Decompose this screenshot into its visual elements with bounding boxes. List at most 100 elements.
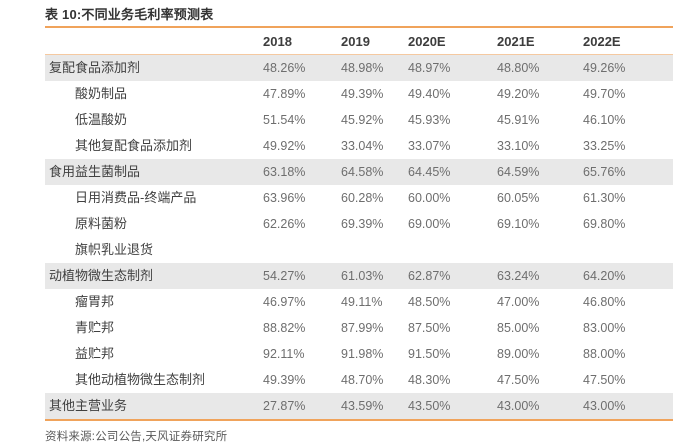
table-row: 瘤胃邦 46.97% 49.11% 48.50% 47.00% 46.80% <box>45 289 673 315</box>
row-label: 低温酸奶 <box>75 112 128 127</box>
source-note: 资料来源:公司公告,天风证券研究所 <box>45 431 228 443</box>
row-value: 69.00% <box>408 217 451 231</box>
row-value: 48.70% <box>341 373 384 387</box>
row-value: 60.28% <box>341 191 384 205</box>
row-value: 33.10% <box>497 139 540 153</box>
table-row: 其他动植物微生态制剂 49.39% 48.70% 48.30% 47.50% 47.50% <box>45 367 673 393</box>
table-row: 其他主营业务 27.87% 43.59% 43.50% 43.00% 43.00% <box>45 393 673 419</box>
row-value: 51.54% <box>263 113 306 127</box>
row-value: 54.27% <box>263 269 306 283</box>
row-value: 63.18% <box>263 165 306 179</box>
row-value: 65.76% <box>583 165 626 179</box>
table-row: 复配食品添加剂 48.26% 48.98% 48.97% 48.80% 49.26% <box>45 55 673 81</box>
row-label: 旗帜乳业退货 <box>75 242 154 257</box>
row-value: 91.50% <box>408 347 451 361</box>
row-value: 33.07% <box>408 139 451 153</box>
row-value: 43.50% <box>408 399 451 413</box>
row-value: 48.98% <box>341 61 384 75</box>
row-label: 青贮邦 <box>75 320 115 335</box>
row-value: 62.26% <box>263 217 306 231</box>
row-value: 69.39% <box>341 217 384 231</box>
row-value: 49.92% <box>263 139 306 153</box>
row-label: 食用益生菌制品 <box>49 164 141 179</box>
column-header: 2020E <box>408 34 446 49</box>
table-row: 旗帜乳业退货 <box>45 237 673 263</box>
row-value: 87.99% <box>341 321 384 335</box>
row-value: 61.03% <box>341 269 384 283</box>
row-value: 61.30% <box>583 191 626 205</box>
row-value: 33.25% <box>583 139 626 153</box>
row-value: 43.00% <box>583 399 626 413</box>
row-label: 动植物微生态制剂 <box>49 268 154 283</box>
column-header: 2022E <box>583 34 621 49</box>
row-value: 87.50% <box>408 321 451 335</box>
row-value: 33.04% <box>341 139 384 153</box>
row-value: 85.00% <box>497 321 540 335</box>
row-value: 62.87% <box>408 269 451 283</box>
row-value <box>263 237 341 263</box>
row-value: 48.26% <box>263 61 306 75</box>
row-value: 49.40% <box>408 87 451 101</box>
row-value <box>408 237 497 263</box>
row-value: 83.00% <box>583 321 626 335</box>
row-label: 日用消费品-终端产品 <box>75 190 197 205</box>
row-label: 瘤胃邦 <box>75 294 115 309</box>
row-value: 49.39% <box>341 87 384 101</box>
row-value: 47.50% <box>583 373 626 387</box>
row-value: 45.93% <box>408 113 451 127</box>
column-header: 2021E <box>497 34 535 49</box>
row-value: 60.00% <box>408 191 451 205</box>
table-title: 表 10:不同业务毛利率预测表 <box>45 0 673 28</box>
row-value: 64.45% <box>408 165 451 179</box>
row-value: 88.00% <box>583 347 626 361</box>
row-value: 49.70% <box>583 87 626 101</box>
table-row: 动植物微生态制剂 54.27% 61.03% 62.87% 63.24% 64.20% <box>45 263 673 289</box>
row-value: 47.00% <box>497 295 540 309</box>
row-value: 48.80% <box>497 61 540 75</box>
row-value: 45.91% <box>497 113 540 127</box>
table-row: 食用益生菌制品 63.18% 64.58% 64.45% 64.59% 65.76% <box>45 159 673 185</box>
row-value: 91.98% <box>341 347 384 361</box>
row-value: 46.10% <box>583 113 626 127</box>
table-row: 酸奶制品 47.89% 49.39% 49.40% 49.20% 49.70% <box>45 81 673 107</box>
table-header-row: 2018 2019 2020E 2021E 2022E <box>45 28 673 55</box>
row-value: 43.00% <box>497 399 540 413</box>
row-value: 47.50% <box>497 373 540 387</box>
row-label: 益贮邦 <box>75 346 115 361</box>
row-label: 酸奶制品 <box>75 86 128 101</box>
row-value: 48.97% <box>408 61 451 75</box>
row-label: 复配食品添加剂 <box>49 60 141 75</box>
row-value: 48.30% <box>408 373 451 387</box>
row-value: 49.39% <box>263 373 306 387</box>
report-table-section: 表 10:不同业务毛利率预测表 2018 2019 2020E 2021E 2022E … <box>45 0 673 444</box>
row-value: 47.89% <box>263 87 306 101</box>
table-row: 其他复配食品添加剂 49.92% 33.04% 33.07% 33.10% 33.25% <box>45 133 673 159</box>
row-value: 49.11% <box>341 295 383 309</box>
table-row: 日用消费品-终端产品 63.96% 60.28% 60.00% 60.05% 61.30% <box>45 185 673 211</box>
row-value: 46.97% <box>263 295 306 309</box>
row-value: 69.80% <box>583 217 626 231</box>
row-value: 64.20% <box>583 269 626 283</box>
row-value <box>497 237 583 263</box>
row-value: 46.80% <box>583 295 626 309</box>
row-value: 63.96% <box>263 191 306 205</box>
column-header-spacer <box>45 28 263 54</box>
row-label: 其他动植物微生态制剂 <box>75 372 206 387</box>
table-row: 原料菌粉 62.26% 69.39% 69.00% 69.10% 69.80% <box>45 211 673 237</box>
table-row: 低温酸奶 51.54% 45.92% 45.93% 45.91% 46.10% <box>45 107 673 133</box>
row-label: 原料菌粉 <box>75 216 128 231</box>
row-value: 89.00% <box>497 347 540 361</box>
row-value: 49.20% <box>497 87 540 101</box>
row-value: 69.10% <box>497 217 540 231</box>
table-body: 复配食品添加剂 48.26% 48.98% 48.97% 48.80% 49.26% 酸奶制… <box>45 55 673 421</box>
column-header: 2019 <box>341 34 370 49</box>
table-row: 青贮邦 88.82% 87.99% 87.50% 85.00% 83.00% <box>45 315 673 341</box>
row-value <box>341 237 408 263</box>
row-value: 48.50% <box>408 295 451 309</box>
row-value: 45.92% <box>341 113 384 127</box>
row-value: 64.58% <box>341 165 384 179</box>
row-value: 92.11% <box>263 347 305 361</box>
table-row: 益贮邦 92.11% 91.98% 91.50% 89.00% 88.00% <box>45 341 673 367</box>
row-value: 43.59% <box>341 399 384 413</box>
column-header: 2018 <box>263 34 292 49</box>
